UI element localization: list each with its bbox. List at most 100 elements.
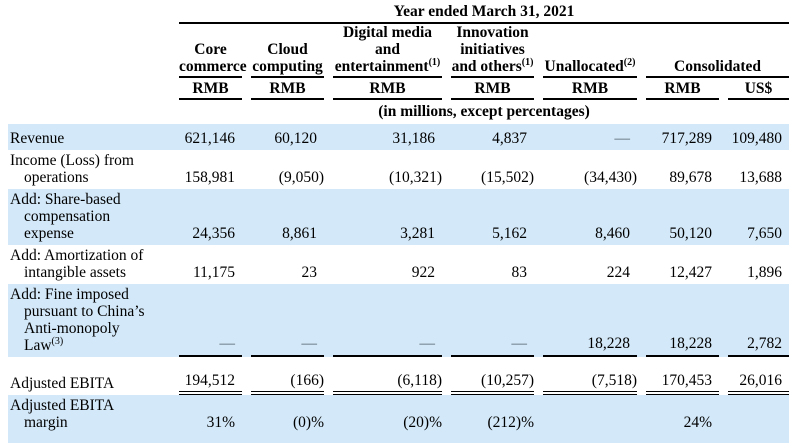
table-row: Revenue 621,146 60,120 31,186 4,837 — 71…: [8, 124, 790, 150]
cell-value: (15,502): [481, 169, 534, 186]
cell-value: 5,162: [492, 225, 527, 242]
table-row: Add: Fine imposed pursuant to China’s An…: [8, 284, 790, 357]
segment-header-row: Core commerce Cloud computing Digital me…: [8, 24, 790, 78]
value-cell-innovation: (10,257): [442, 370, 534, 395]
row-label: Adjusted EBITA margin: [10, 397, 115, 431]
cell-value: 8,861: [282, 225, 317, 242]
cell-value: 4,837: [492, 130, 527, 147]
cell-value: 89,678: [669, 169, 712, 186]
value-cell-unallocated: —: [534, 124, 637, 150]
value-cell-unallocated: 8,460: [534, 189, 637, 245]
row-label: Add: Fine imposed pursuant to China’s An…: [10, 286, 145, 354]
cell-value: 717,289: [661, 130, 712, 147]
row-label-cell: Income (Loss) from operations: [8, 150, 170, 189]
currency-header: RMB: [170, 78, 242, 100]
cell-value: (7,518): [591, 372, 637, 389]
spacer-row: [8, 357, 790, 370]
cell-value: 11,175: [192, 264, 235, 281]
column-header-label: Digital media and entertainment: [334, 24, 433, 75]
value-cell-consolidated-usd: 109,480: [719, 124, 789, 150]
column-header-consolidated: Consolidated: [637, 24, 790, 78]
value-cell-consolidated-rmb: 18,228: [637, 284, 719, 357]
value-cell-core-commerce: 158,981: [170, 150, 242, 189]
column-header-core-commerce: Core commerce: [170, 24, 247, 78]
cell-value: 31,186: [392, 130, 435, 147]
cell-value: —: [219, 335, 236, 352]
value-cell-digital-media: 922: [324, 245, 442, 284]
column-header-digital-media: Digital media and entertainment(1): [324, 24, 442, 78]
row-label: Add: Share-based compensation expense: [10, 191, 121, 242]
row-label: Revenue: [10, 130, 65, 147]
currency-header-row: RMB RMB RMB RMB RMB RMB US$: [8, 78, 790, 100]
footnote-marker: (1): [521, 56, 534, 68]
value-cell-consolidated-rmb: 89,678: [637, 150, 719, 189]
cell-value: 2,782: [747, 335, 783, 352]
table-row: Income (Loss) from operations 158,981 (9…: [8, 150, 789, 189]
row-label-cell: Adjusted EBITA margin: [8, 395, 170, 443]
value-cell-digital-media: 3,281: [324, 189, 442, 245]
header-spacer: [8, 3, 170, 24]
row-label-cell: Revenue: [8, 124, 170, 150]
row-label-cell: Add: Amortization of intangible assets: [8, 245, 170, 284]
cell-value: (20)%: [403, 414, 442, 431]
cell-value: (166): [290, 372, 324, 389]
value-cell-digital-media: —: [324, 284, 442, 357]
value-cell-innovation: 4,837: [442, 124, 534, 150]
cell-value: 1,896: [747, 264, 783, 281]
period-title: Year ended March 31, 2021: [179, 3, 790, 24]
value-cell-consolidated-usd: 2,782: [719, 284, 790, 357]
row-label: Add: Amortization of intangible assets: [10, 247, 144, 281]
value-cell-consolidated-rmb: 50,120: [637, 189, 719, 245]
cell-value: (9,050): [278, 169, 324, 186]
value-cell-cloud-computing: 23: [242, 245, 324, 284]
period-header-row: Year ended March 31, 2021: [8, 3, 790, 24]
spacer-cell: [8, 357, 790, 370]
header-spacer: [8, 24, 170, 78]
footnote-marker: (3): [51, 335, 64, 347]
period-header-cell: Year ended March 31, 2021: [170, 3, 790, 24]
cell-value: (212)%: [487, 414, 535, 431]
cell-value: 7,650: [747, 225, 783, 242]
cell-value: 109,480: [731, 130, 783, 147]
cell-value: 158,981: [184, 169, 235, 186]
cell-value: 194,512: [184, 372, 235, 389]
currency-header: RMB: [324, 78, 442, 100]
value-cell-cloud-computing: (0)%: [242, 395, 324, 443]
cell-value: 23: [301, 264, 318, 281]
value-cell-digital-media: (10,321): [324, 150, 442, 189]
value-cell-unallocated: 224: [534, 245, 637, 284]
value-cell-consolidated-rmb: 717,289: [637, 124, 719, 150]
cell-value: 13,688: [739, 169, 783, 186]
cell-value: —: [511, 335, 528, 352]
value-cell-innovation: (15,502): [442, 150, 534, 189]
value-cell-core-commerce: —: [170, 284, 242, 357]
value-cell-core-commerce: 11,175: [170, 245, 242, 284]
cell-value: (34,430): [584, 169, 637, 186]
row-label: Income (Loss) from operations: [10, 152, 134, 186]
cell-value: 170,453: [661, 372, 712, 389]
currency-header: RMB: [637, 78, 719, 100]
value-cell-innovation: (212)%: [442, 395, 535, 443]
value-cell-digital-media: (20)%: [324, 395, 442, 443]
table-body: Revenue 621,146 60,120 31,186 4,837 — 71…: [8, 124, 790, 443]
column-header-label: Unallocated: [544, 58, 624, 75]
value-cell-core-commerce: 24,356: [170, 189, 242, 245]
value-cell-innovation: 83: [442, 245, 534, 284]
currency-header: RMB: [242, 78, 324, 100]
column-header-label: Consolidated: [674, 58, 762, 75]
cell-value: 60,120: [274, 130, 317, 147]
column-header-label: Cloud computing: [252, 41, 323, 75]
value-cell-core-commerce: 31%: [170, 395, 242, 443]
cell-value: 18,228: [587, 335, 630, 352]
header-spacer: [8, 100, 170, 124]
value-cell-consolidated-usd: 13,688: [719, 150, 789, 189]
cell-value: 26,016: [739, 372, 783, 389]
row-label: Adjusted EBITA: [10, 375, 115, 392]
cell-value: —: [614, 130, 631, 147]
value-cell-consolidated-rmb: 12,427: [637, 245, 719, 284]
cell-value: 50,120: [669, 225, 712, 242]
table-row: Adjusted EBITA 194,512 (166) (6,118) (10…: [8, 370, 790, 395]
cell-value: (10,321): [389, 169, 442, 186]
value-cell-digital-media: 31,186: [324, 124, 442, 150]
